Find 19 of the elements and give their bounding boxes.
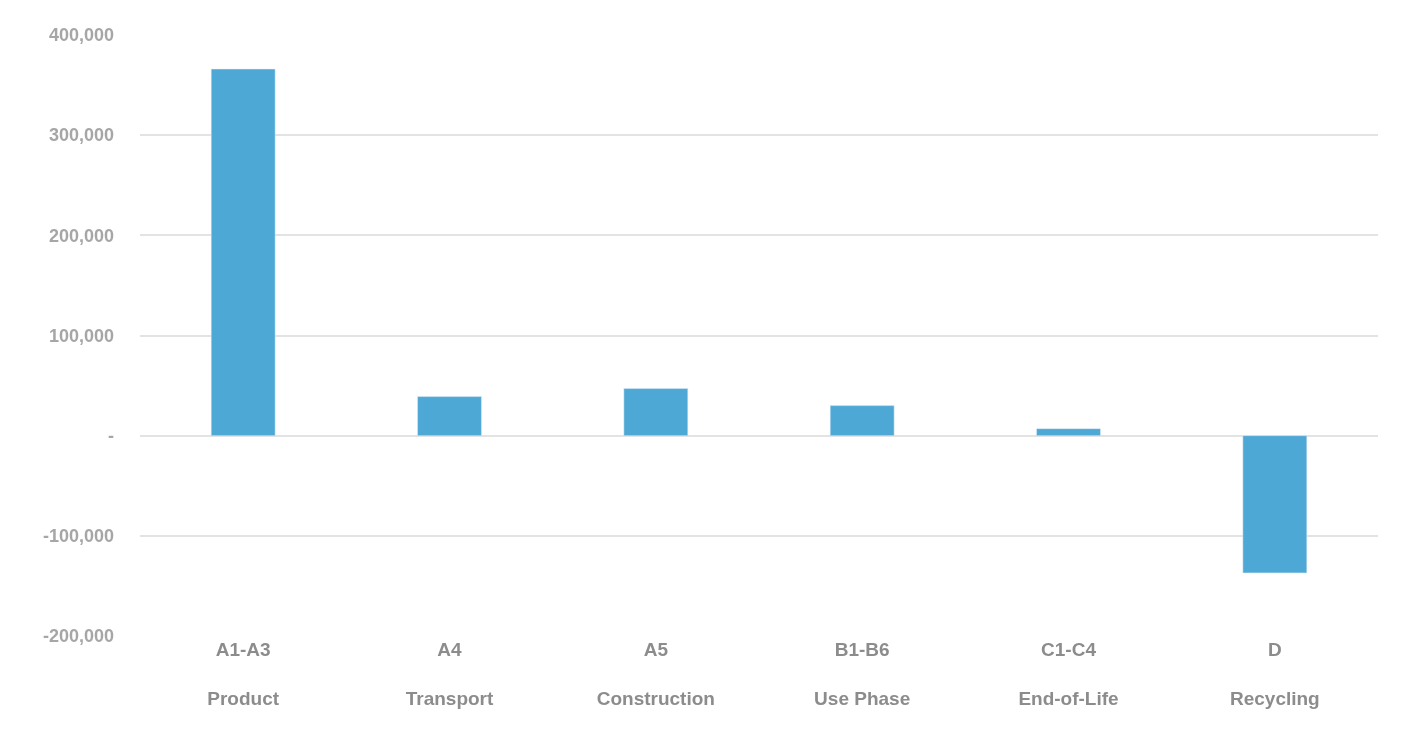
category-label: D Recycling — [1229, 639, 1320, 710]
category-label: C1-C4 End-of-Life — [1018, 639, 1119, 710]
category-label: B1-B6 Use Phase — [814, 639, 911, 710]
y-tick-label: -100,000 — [42, 526, 114, 547]
bar — [829, 405, 895, 436]
category-label: A1-A3 Product — [207, 639, 280, 710]
y-tick-label: 400,000 — [48, 25, 114, 46]
category-label: A5 Construction — [596, 639, 715, 710]
y-tick-label: -200,000 — [42, 626, 114, 647]
y-tick-label: 100,000 — [48, 325, 114, 346]
y-tick-label: - — [108, 425, 114, 446]
bar — [623, 388, 689, 436]
bar — [1036, 428, 1101, 436]
y-tick-label: 300,000 — [48, 125, 114, 146]
bar — [210, 68, 276, 436]
bar — [417, 396, 482, 436]
bar — [1242, 435, 1308, 574]
category-label: A4 Transport — [405, 639, 494, 710]
y-tick-label: 200,000 — [48, 225, 114, 246]
